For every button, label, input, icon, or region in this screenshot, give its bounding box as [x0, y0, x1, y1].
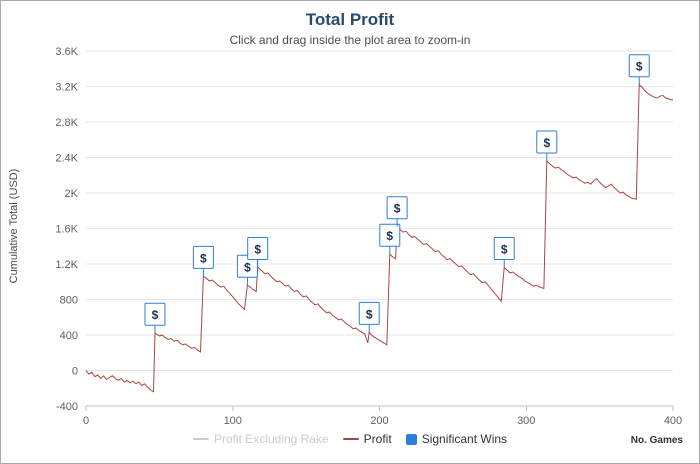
svg-text:400: 400	[60, 330, 78, 342]
svg-text:3.6K: 3.6K	[55, 46, 78, 58]
svg-text:2K: 2K	[65, 188, 79, 200]
plot-area[interactable]: -400 0 400 800 1.2K 1.6K 2K 2.4K 2.8K 3.2K 3.6K 0 10…	[1, 1, 700, 431]
chart-title: Total Profit	[305, 10, 395, 29]
svg-text:$: $	[200, 251, 207, 265]
legend-label: Profit Excluding Rake	[213, 432, 329, 446]
svg-text:$: $	[501, 243, 508, 257]
line-swatch-icon	[192, 438, 209, 440]
svg-text:$: $	[543, 136, 550, 150]
svg-text:$: $	[386, 229, 393, 243]
svg-text:$: $	[366, 307, 373, 321]
legend-label: Significant Wins	[421, 432, 508, 446]
svg-text:0: 0	[72, 366, 78, 378]
legend: Profit Excluding Rake Profit Significant…	[1, 432, 699, 446]
svg-text:1.6K: 1.6K	[55, 224, 78, 236]
square-swatch-icon	[405, 433, 417, 445]
svg-text:$: $	[254, 243, 261, 257]
svg-text:2.8K: 2.8K	[55, 117, 78, 129]
svg-text:2.4K: 2.4K	[55, 153, 78, 165]
svg-text:$: $	[636, 60, 643, 74]
svg-text:400: 400	[664, 415, 682, 427]
line-swatch-icon	[342, 438, 359, 440]
svg-text:1.2K: 1.2K	[55, 259, 78, 271]
chart-subtitle: Click and drag inside the plot area to z…	[229, 33, 471, 47]
svg-text:$: $	[152, 308, 159, 322]
legend-item-profit[interactable]: Profit	[342, 432, 392, 446]
legend-item-profit-excluding-rake[interactable]: Profit Excluding Rake	[192, 432, 329, 446]
svg-text:100: 100	[224, 415, 242, 427]
svg-text:0: 0	[83, 415, 89, 427]
legend-item-significant-wins[interactable]: Significant Wins	[405, 432, 508, 446]
svg-text:$: $	[244, 260, 251, 274]
svg-text:800: 800	[60, 295, 78, 307]
svg-text:300: 300	[517, 415, 535, 427]
svg-text:3.2K: 3.2K	[55, 82, 78, 94]
svg-text:200: 200	[370, 415, 388, 427]
svg-text:$: $	[394, 202, 401, 216]
svg-text:-400: -400	[56, 401, 78, 413]
x-axis-title: No. Games	[630, 435, 683, 446]
legend-label: Profit	[363, 432, 392, 446]
